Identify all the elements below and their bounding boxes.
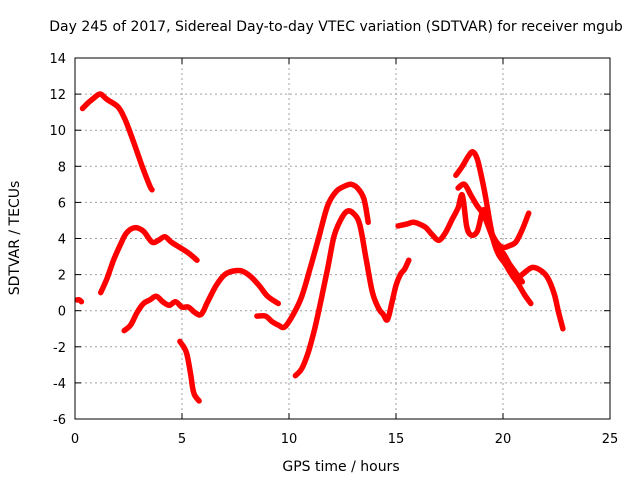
x-tick-label: 20 — [495, 432, 512, 447]
y-tick-label: -2 — [53, 341, 66, 356]
y-tick-label: 8 — [58, 160, 66, 175]
y-tick-label: -6 — [53, 413, 66, 428]
series-arc-1 — [74, 297, 85, 305]
grid — [75, 58, 610, 419]
y-tick-label: 0 — [58, 305, 66, 320]
y-tick-label: 6 — [58, 196, 66, 211]
x-tick-label: 5 — [178, 432, 186, 447]
series-arc-4 — [121, 267, 282, 334]
x-tick-label: 25 — [602, 432, 619, 447]
series-arc-10 — [455, 181, 526, 285]
series-layer — [74, 91, 566, 404]
series-arc-5 — [177, 338, 202, 404]
y-tick-label: 2 — [58, 269, 66, 284]
chart-title: Day 245 of 2017, Sidereal Day-to-day VTE… — [49, 19, 623, 35]
y-tick-label: 14 — [49, 52, 66, 67]
x-axis-label: GPS time / hours — [282, 459, 399, 475]
series-arc-2 — [79, 91, 155, 193]
x-tick-label: 10 — [281, 432, 298, 447]
y-tick-label: 10 — [49, 124, 66, 139]
series-arc-7 — [292, 208, 412, 379]
y-tick-label: 4 — [58, 233, 66, 248]
x-tick-label: 0 — [71, 432, 79, 447]
ticks: -6 -4 -2 0 2 4 6 8 10 12 14 0 5 10 15 20 25 — [49, 52, 618, 447]
y-tick-label: 12 — [49, 88, 66, 103]
y-tick-label: -4 — [53, 377, 66, 392]
series-arc-11 — [517, 264, 566, 332]
series-arc-6 — [254, 181, 371, 331]
series-arc-3 — [97, 224, 200, 296]
series-arc-8 — [395, 191, 532, 251]
x-tick-label: 15 — [388, 432, 405, 447]
y-axis-label: SDTVAR / TECUs — [7, 181, 23, 296]
